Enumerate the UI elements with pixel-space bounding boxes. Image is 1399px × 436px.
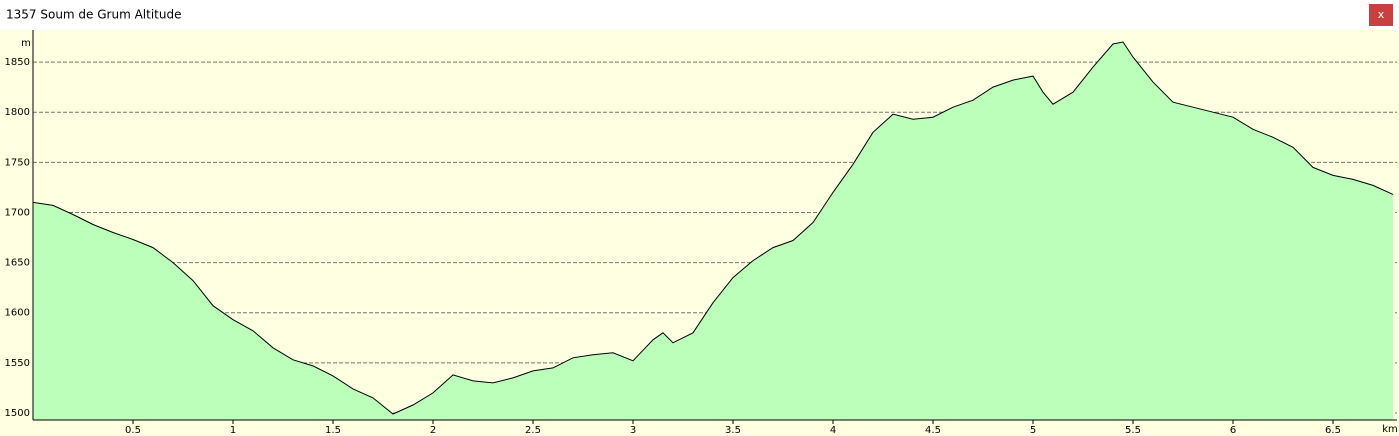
x-tick-label: 4.5: [925, 425, 941, 436]
x-tick-label: 1.5: [325, 425, 341, 436]
x-tick-label: 2: [430, 425, 436, 436]
y-tick-label: 1700: [5, 207, 30, 218]
x-axis-label: km: [1382, 424, 1398, 435]
x-tick-label: 6: [1230, 425, 1236, 436]
x-tick-label: 3: [630, 425, 636, 436]
profile-line: [32, 41, 1394, 415]
close-button[interactable]: [1369, 4, 1393, 26]
x-tick-label: 6.5: [1325, 425, 1341, 436]
y-axis-label: m: [21, 38, 31, 49]
y-tick-label: 1550: [5, 358, 30, 369]
y-tick-label: 1800: [5, 107, 30, 118]
x-tick-label: 4: [830, 425, 836, 436]
window-title: 1357 Soum de Grum Altitude: [6, 8, 181, 22]
x-tick-label: 0.5: [125, 425, 141, 436]
title-bar: [0, 0, 1399, 30]
close-label[interactable]: x: [1378, 8, 1385, 21]
x-tick-label: 5: [1030, 425, 1036, 436]
y-tick-label: 1650: [5, 258, 30, 269]
y-tick-label: 1850: [5, 57, 30, 68]
x-tick-label: 3.5: [725, 425, 741, 436]
x-tick-label: 2.5: [525, 425, 541, 436]
x-tick-label: 1: [230, 425, 236, 436]
x-tick-label: 5.5: [1125, 425, 1141, 436]
y-tick-label: 1750: [5, 157, 30, 168]
y-tick-label: 1600: [5, 308, 30, 319]
area-fill: [33, 42, 1393, 420]
y-tick-label: 1500: [5, 408, 30, 419]
